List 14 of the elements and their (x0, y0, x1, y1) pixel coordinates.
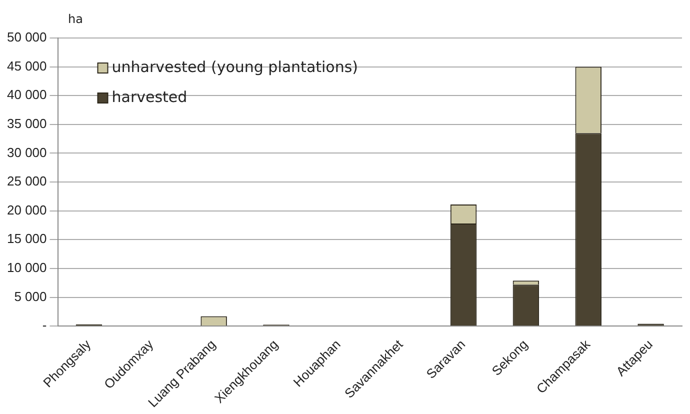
y-tick-label: 5 000 (14, 288, 47, 304)
legend-label: harvested (112, 88, 188, 106)
y-tick-label: 40 000 (6, 87, 47, 102)
y-tick-label: 20 000 (6, 202, 47, 218)
y-tick-label: 50 000 (6, 30, 47, 45)
y-tick-label: - (42, 318, 47, 333)
y-tick-label: 10 000 (6, 260, 47, 276)
legend-label: unharvested (young plantations) (112, 58, 358, 76)
y-tick-label: 15 000 (6, 231, 47, 246)
y-tick-label: 35 000 (6, 116, 47, 132)
y-axis-title: ha (68, 12, 83, 26)
y-tick-label: 45 000 (6, 58, 47, 74)
y-tick-label: 25 000 (6, 174, 47, 189)
y-tick-label: 30 000 (6, 144, 47, 160)
